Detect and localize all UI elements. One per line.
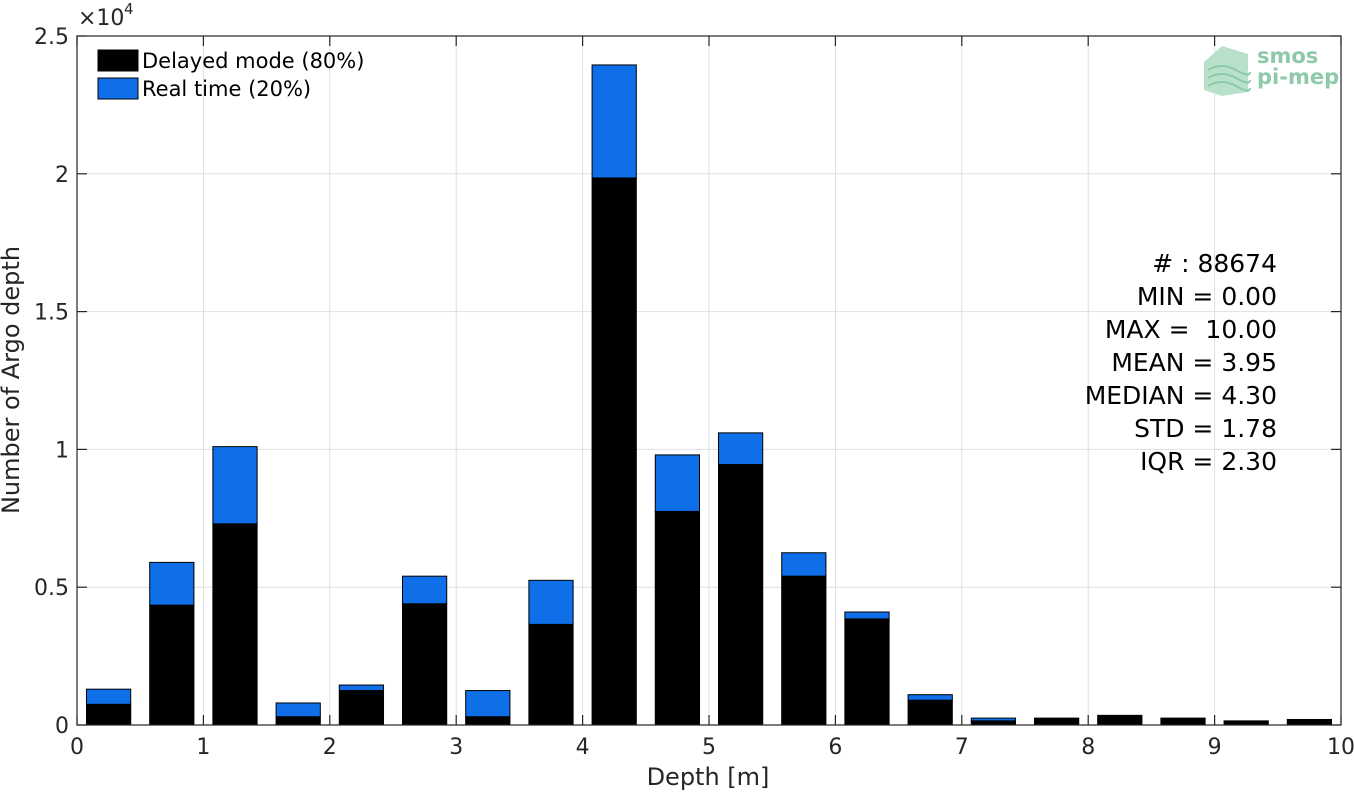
- x-tick-label: 1: [196, 735, 210, 760]
- bar-delayed-mode: [1223, 720, 1269, 726]
- bar-delayed-mode: [1160, 717, 1206, 726]
- y-exponent-label: ×10 4: [78, 0, 134, 31]
- bar-delayed-mode: [212, 523, 258, 726]
- y-tick-label: 0.5: [34, 576, 69, 601]
- bar-delayed-mode: [149, 604, 195, 726]
- bar-real-time: [781, 552, 827, 577]
- logo-text-smos: smos: [1257, 44, 1318, 68]
- x-axis-title: Depth [m]: [647, 763, 770, 791]
- bar-delayed-mode: [970, 720, 1017, 726]
- stat-std: STD = 1.78: [1134, 414, 1277, 443]
- x-tick-label: 9: [1208, 735, 1222, 760]
- bar-real-time: [275, 702, 321, 718]
- bar-real-time: [654, 454, 701, 512]
- bar-delayed-mode: [591, 177, 637, 726]
- legend-swatch-realtime: [97, 77, 139, 100]
- x-tick-label: 4: [576, 735, 590, 760]
- bar-delayed-mode: [781, 575, 827, 726]
- smos-pi-mep-logo: smos pi-mep: [1204, 44, 1339, 96]
- y-exponent-base: ×10: [78, 6, 124, 31]
- bar-real-time: [591, 64, 637, 179]
- bar-real-time: [970, 717, 1017, 722]
- y-tick-label: 2.5: [34, 25, 69, 50]
- logo-text-pi-mep: pi-mep: [1257, 65, 1339, 89]
- x-tick-label: 10: [1327, 735, 1354, 760]
- stat-max: MAX = 10.00: [1105, 315, 1277, 344]
- legend-label-realtime: Real time (20%): [142, 77, 311, 101]
- bar-real-time: [338, 684, 385, 692]
- x-tick-label: 7: [955, 735, 969, 760]
- bar-real-time: [85, 688, 132, 705]
- bar-delayed-mode: [1033, 717, 1080, 726]
- legend-label-delayed: Delayed mode (80%): [142, 49, 364, 73]
- legend: Delayed mode (80%) Real time (20%): [97, 49, 364, 101]
- bar-delayed-mode: [844, 618, 890, 726]
- x-tick-label: 0: [70, 735, 84, 760]
- bar-real-time: [149, 561, 195, 606]
- axes-layer: 0 1 2 3 4 5 6 7 8 9 10 0 0.5 1 1.5 2 2.5: [34, 25, 1354, 760]
- bar-real-time: [844, 611, 890, 620]
- bar-real-time: [465, 690, 511, 718]
- bars-layer: [85, 64, 1333, 726]
- x-tick-label: 2: [323, 735, 337, 760]
- bar-real-time: [528, 579, 574, 625]
- bar-delayed-mode: [275, 716, 321, 726]
- bar-real-time: [717, 432, 764, 466]
- stat-count: # : 88674: [1152, 249, 1277, 278]
- y-axis-title: Number of Argo depth: [0, 246, 25, 514]
- bar-real-time: [907, 694, 953, 701]
- y-exponent-power: 4: [124, 0, 134, 18]
- x-tick-label: 8: [1081, 735, 1095, 760]
- stat-median: MEDIAN = 4.30: [1085, 381, 1277, 410]
- bar-real-time: [401, 575, 448, 605]
- bar-delayed-mode: [907, 699, 953, 726]
- bar-delayed-mode: [1286, 718, 1333, 726]
- logo-wave-lines-icon: [1207, 65, 1251, 92]
- bar-delayed-mode: [465, 716, 511, 726]
- y-tick-label: 2: [55, 163, 69, 188]
- stat-min: MIN = 0.00: [1137, 282, 1277, 311]
- y-tick-label: 1.5: [34, 301, 69, 326]
- bar-delayed-mode: [528, 623, 574, 726]
- statistics-annotation: # : 88674 MIN = 0.00 MAX = 10.00 MEAN = …: [1085, 249, 1277, 476]
- bar-delayed-mode: [1097, 714, 1143, 726]
- bar-delayed-mode: [717, 464, 764, 726]
- bar-delayed-mode: [654, 510, 701, 726]
- stat-iqr: IQR = 2.30: [1140, 447, 1277, 476]
- y-tick-label: 1: [55, 438, 69, 463]
- x-tick-label: 5: [702, 735, 716, 760]
- x-tick-label: 3: [449, 735, 463, 760]
- y-tick-label: 0: [55, 714, 69, 739]
- bar-real-time: [212, 446, 258, 525]
- bar-delayed-mode: [338, 690, 385, 726]
- legend-swatch-delayed: [97, 49, 139, 72]
- stat-mean: MEAN = 3.95: [1111, 348, 1277, 377]
- bar-delayed-mode: [401, 603, 448, 726]
- x-tick-label: 6: [828, 735, 842, 760]
- bar-delayed-mode: [85, 703, 132, 726]
